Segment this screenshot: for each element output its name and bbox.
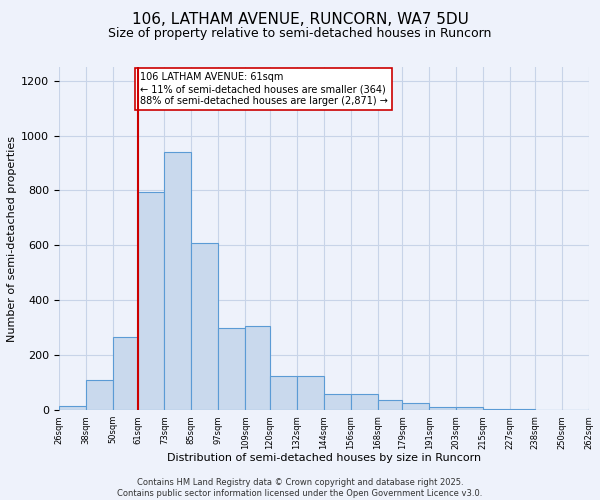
Bar [270, 376, 297, 410]
Bar [377, 400, 402, 410]
Bar [113, 338, 137, 410]
Bar [137, 192, 164, 410]
Bar [483, 409, 510, 410]
Text: Contains HM Land Registry data © Crown copyright and database right 2025.
Contai: Contains HM Land Registry data © Crown c… [118, 478, 482, 498]
Bar [297, 376, 324, 410]
Bar [429, 407, 456, 410]
Bar [456, 408, 483, 410]
Text: 106 LATHAM AVENUE: 61sqm
← 11% of semi-detached houses are smaller (364)
88% of : 106 LATHAM AVENUE: 61sqm ← 11% of semi-d… [140, 72, 388, 106]
Text: 106, LATHAM AVENUE, RUNCORN, WA7 5DU: 106, LATHAM AVENUE, RUNCORN, WA7 5DU [131, 12, 469, 28]
Text: Size of property relative to semi-detached houses in Runcorn: Size of property relative to semi-detach… [109, 28, 491, 40]
Bar [59, 406, 86, 410]
Y-axis label: Number of semi-detached properties: Number of semi-detached properties [7, 136, 17, 342]
Bar [164, 152, 191, 410]
Bar [218, 328, 245, 410]
Bar [191, 242, 218, 410]
Bar [86, 380, 113, 410]
Bar [324, 394, 350, 410]
Bar [402, 404, 429, 410]
Bar [510, 409, 535, 410]
Bar [589, 408, 600, 410]
Bar [245, 326, 270, 410]
Bar [350, 394, 377, 410]
X-axis label: Distribution of semi-detached houses by size in Runcorn: Distribution of semi-detached houses by … [167, 453, 481, 463]
